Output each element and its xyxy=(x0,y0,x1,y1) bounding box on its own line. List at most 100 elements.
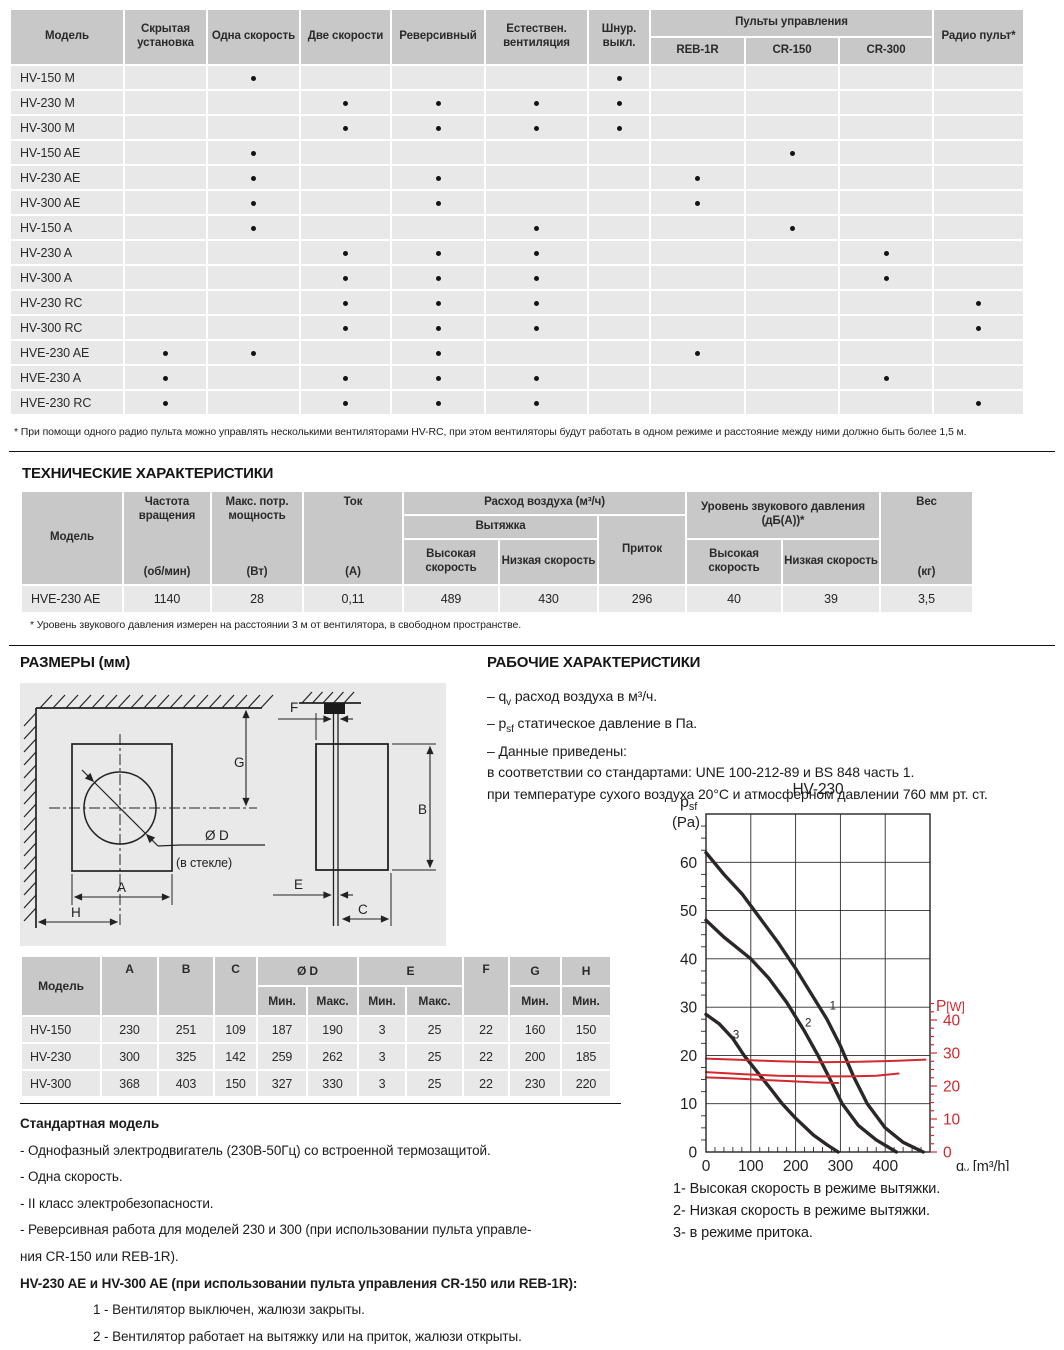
feature-cell xyxy=(208,391,299,414)
hatch-stroke xyxy=(343,691,355,704)
feature-cell xyxy=(125,91,206,114)
dims-value-cell: 259 xyxy=(258,1044,306,1069)
dims-value-cell: 230 xyxy=(510,1071,560,1096)
dim-ext-B xyxy=(392,743,436,871)
feature-row: HV-230 M xyxy=(11,91,1023,114)
feature-row: HV-150 A xyxy=(11,216,1023,239)
dims-header-g-min: Мин. xyxy=(510,987,560,1015)
feature-cell xyxy=(125,316,206,339)
feature-cell xyxy=(208,366,299,389)
feature-dot xyxy=(789,150,795,156)
feature-dot xyxy=(435,300,441,306)
feature-cell xyxy=(392,241,484,264)
label-F: F xyxy=(290,700,298,715)
feature-dot xyxy=(883,275,889,281)
feature-row: HV-150 M xyxy=(11,66,1023,89)
tech-header-noise-group: Уровень звукового давления (дБ(А))* Высо… xyxy=(687,492,879,584)
feature-dot xyxy=(976,300,981,306)
dims-value-cell: 327 xyxy=(258,1071,306,1096)
feature-dot xyxy=(435,200,441,206)
feature-dot xyxy=(163,400,168,406)
feature-dot xyxy=(534,225,539,231)
feature-cell xyxy=(840,316,932,339)
performance-note-line: при температуре сухого воздуха 20°С и ат… xyxy=(487,785,988,802)
dims-header-g: G xyxy=(510,957,560,985)
dims-header-b: B xyxy=(159,957,213,1015)
hatch-stroke xyxy=(130,694,144,709)
legend-line: 3- в режиме притока. xyxy=(673,1225,813,1241)
col-header-cr150: CR-150 xyxy=(746,38,838,64)
hatch-stroke xyxy=(23,790,37,805)
feature-cell xyxy=(486,266,587,289)
feature-row: HV-230 AE xyxy=(11,166,1023,189)
feature-dot xyxy=(435,175,441,181)
tech-header-current-label: Ток xyxy=(343,496,363,508)
feature-cell xyxy=(589,241,649,264)
tech-cell-noise-low: 39 xyxy=(783,586,879,612)
wall-hatching-left xyxy=(23,712,37,922)
feature-cell xyxy=(840,241,932,264)
feature-cell xyxy=(934,66,1023,89)
dims-model-cell: HV-230 xyxy=(22,1044,100,1069)
feature-cell xyxy=(589,191,649,214)
col-header-hidden-install: Скрытая установка xyxy=(125,10,206,64)
feature-dot xyxy=(343,125,348,131)
feature-cell xyxy=(486,391,587,414)
wall-hatching-top xyxy=(39,694,274,709)
y-axis-label-left-sub: sf xyxy=(689,801,698,813)
feature-cell xyxy=(934,91,1023,114)
feature-cell xyxy=(589,341,649,364)
lower-section: РАЗМЕРЫ (мм) xyxy=(0,646,1064,1344)
dims-value-cell: 190 xyxy=(308,1017,357,1042)
feature-model-cell: HV-230 RC xyxy=(11,291,123,314)
feature-cell xyxy=(589,116,649,139)
tech-header-model: Модель xyxy=(22,492,122,584)
dims-value-cell: 22 xyxy=(464,1044,508,1069)
feature-cell xyxy=(589,391,649,414)
feature-dot xyxy=(534,300,539,306)
feature-cell xyxy=(746,116,838,139)
feature-cell xyxy=(486,366,587,389)
standard-line: - Реверсивная работа для моделей 230 и 3… xyxy=(20,1222,532,1238)
x-tick-label: 0 xyxy=(702,1158,711,1171)
label-A: A xyxy=(117,880,126,895)
feature-cell xyxy=(301,91,390,114)
tech-header-current: Ток (А) xyxy=(304,492,402,584)
dim-arrow-D-top xyxy=(81,769,95,783)
feature-cell xyxy=(392,166,484,189)
y-left-tick-label: 60 xyxy=(680,855,698,872)
feature-cell xyxy=(125,266,206,289)
dims-value-cell: 160 xyxy=(510,1017,560,1042)
feature-cell xyxy=(651,191,744,214)
hatch-stroke xyxy=(322,691,334,704)
feature-cell xyxy=(651,391,744,414)
performance-note-line: – qv расход воздуха в м³/ч. xyxy=(487,688,658,708)
feature-cell xyxy=(934,241,1023,264)
tech-table-row: HVE-230 AE 1140 28 0,11 489 430 296 40 3… xyxy=(22,586,1064,612)
tech-header-exhaust-low: Низкая скорость xyxy=(500,540,597,584)
ceiling-hatching xyxy=(301,691,355,704)
feature-cell xyxy=(746,241,838,264)
feature-cell xyxy=(208,116,299,139)
right-axis-ticks xyxy=(930,1002,937,1153)
feature-row: HVE-230 RC xyxy=(11,391,1023,414)
tech-header-power-unit: (Вт) xyxy=(246,566,268,579)
mount-block xyxy=(324,703,345,714)
feature-cell xyxy=(301,316,390,339)
feature-cell xyxy=(589,141,649,164)
label-D: Ø D xyxy=(205,828,229,843)
wall-lines xyxy=(35,707,262,928)
curve-label-1: 1 xyxy=(830,1001,836,1013)
feature-dot xyxy=(435,275,441,281)
feature-cell xyxy=(301,241,390,264)
hatch-stroke xyxy=(23,868,37,883)
tech-header-noise-high: Высокая скорость xyxy=(687,540,781,584)
tech-cell-current: 0,11 xyxy=(304,586,402,612)
label-H: H xyxy=(71,905,81,920)
feature-model-cell: HV-300 AE xyxy=(11,191,123,214)
feature-cell xyxy=(746,66,838,89)
performance-note-line: – psf статическое давление в Па. xyxy=(487,715,698,736)
dims-value-cell: 3 xyxy=(359,1071,405,1096)
hatch-stroke xyxy=(156,694,170,709)
feature-cell xyxy=(301,341,390,364)
